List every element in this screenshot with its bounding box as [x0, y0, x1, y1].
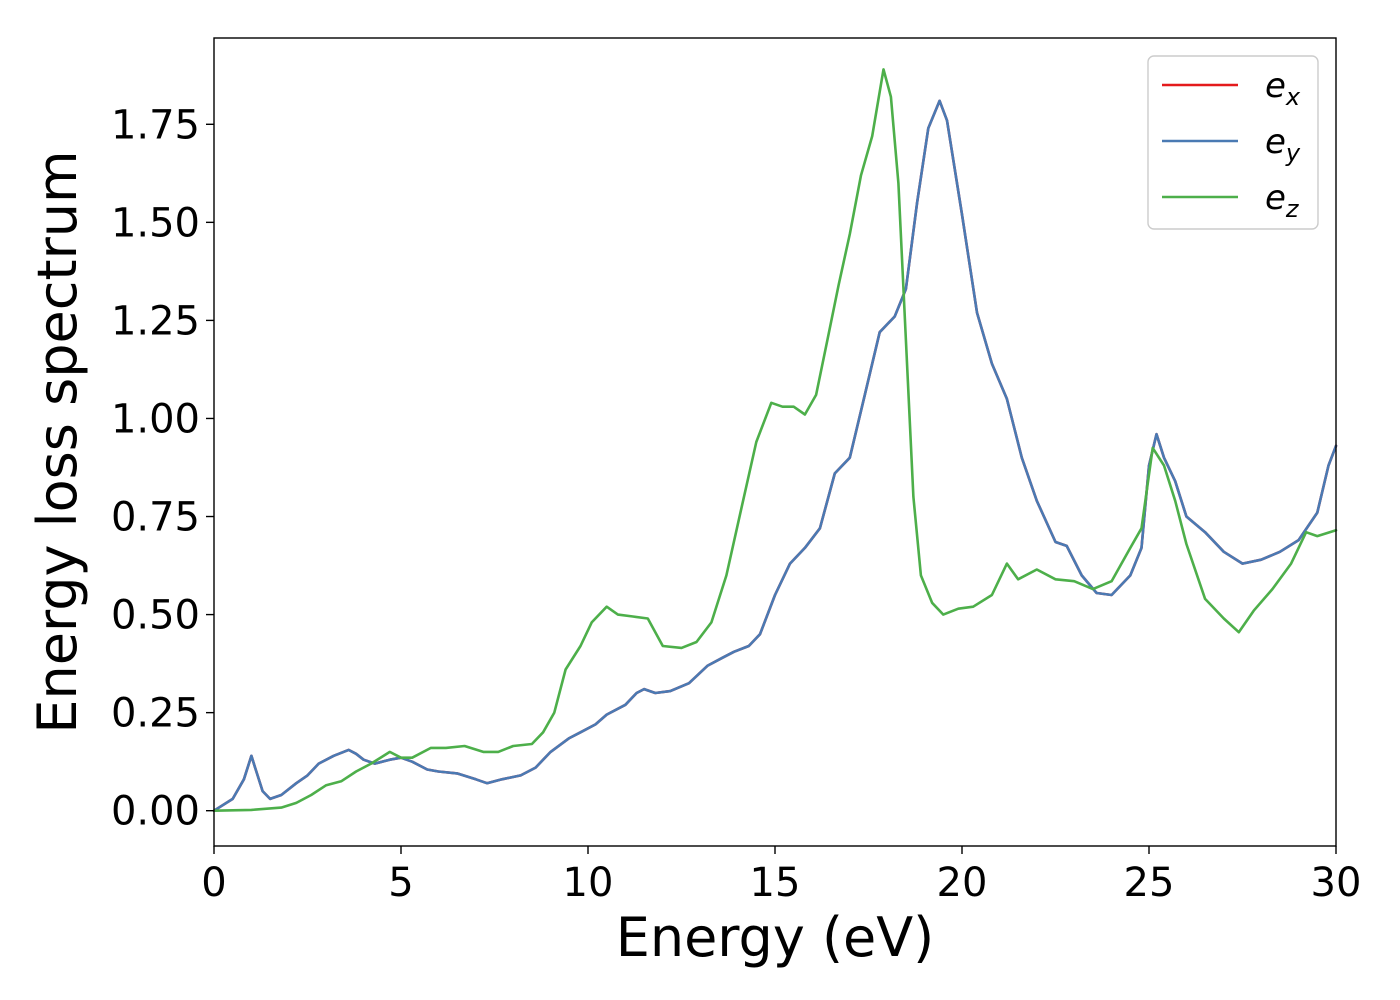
y-tick-label: 1.00 — [111, 396, 200, 442]
legend-label-e-x: ex — [1265, 66, 1301, 111]
y-tick-label: 1.75 — [111, 102, 200, 148]
x-tick-label: 30 — [1311, 860, 1362, 906]
y-tick-label: 0.50 — [111, 593, 200, 639]
y-tick-label: 0.75 — [111, 495, 200, 541]
x-tick-label: 15 — [750, 860, 801, 906]
x-tick-label: 10 — [563, 860, 614, 906]
x-axis-label: Energy (eV) — [616, 906, 935, 969]
legend: ex ey ez — [1147, 55, 1319, 230]
y-tick-label: 0.25 — [111, 691, 200, 737]
y-axis-ticks: 0.00 0.25 0.50 0.75 1.00 1.25 1.50 1.75 — [111, 102, 214, 835]
y-tick-label: 1.25 — [111, 298, 200, 344]
y-axis-label: Energy loss spectrum — [26, 150, 89, 733]
y-tick-label: 1.50 — [111, 200, 200, 246]
x-tick-label: 5 — [388, 860, 413, 906]
x-tick-label: 0 — [201, 860, 226, 906]
legend-box — [1147, 55, 1319, 230]
x-tick-label: 25 — [1124, 860, 1175, 906]
legend-label-e-z: ez — [1265, 178, 1300, 223]
x-axis-ticks: 0 5 10 15 20 25 30 — [201, 846, 1361, 906]
y-tick-label: 0.00 — [111, 789, 200, 835]
series-line-e-y — [212, 99, 1338, 812]
series-line-e-z — [212, 68, 1338, 812]
legend-label-e-y: ey — [1265, 122, 1301, 167]
x-tick-label: 20 — [937, 860, 988, 906]
series-lines — [212, 68, 1338, 812]
